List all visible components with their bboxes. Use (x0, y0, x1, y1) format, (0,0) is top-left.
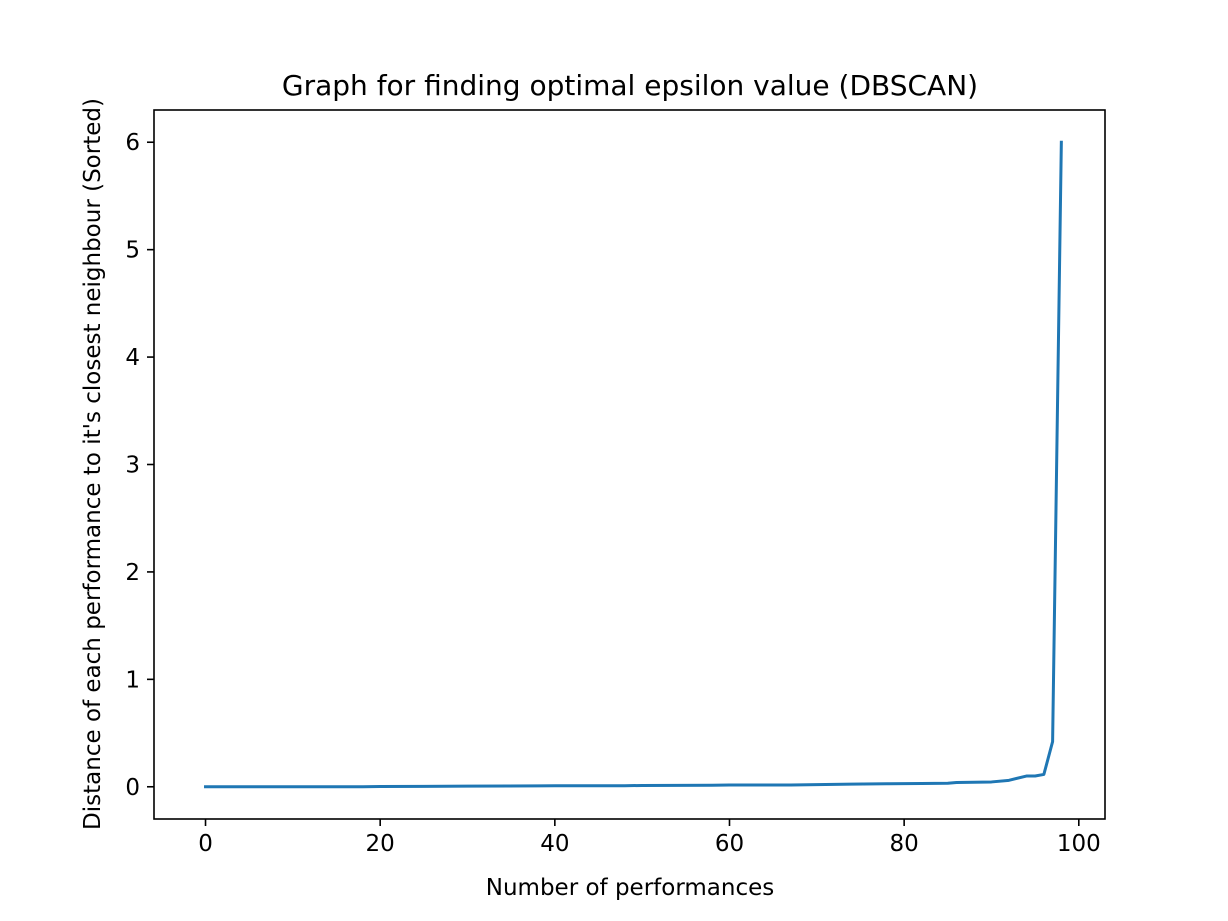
y-axis: 0 1 2 3 4 5 6 (125, 130, 154, 801)
x-tick-label: 0 (198, 831, 213, 857)
x-tick-label: 40 (540, 831, 569, 857)
y-tick-label: 5 (125, 238, 140, 264)
chart-title: Graph for finding optimal epsilon value … (282, 69, 978, 102)
y-tick-label: 3 (125, 453, 140, 479)
y-tick-label: 0 (125, 775, 140, 801)
y-tick-label: 1 (125, 667, 140, 693)
y-tick-label: 6 (125, 130, 140, 156)
x-axis-label: Number of performances (486, 875, 774, 901)
y-axis-label: Distance of each performance to it's clo… (80, 98, 106, 830)
x-tick-label: 20 (366, 831, 395, 857)
x-tick-label: 100 (1057, 831, 1101, 857)
x-tick-label: 60 (715, 831, 744, 857)
x-tick-label: 80 (890, 831, 919, 857)
y-tick-label: 4 (125, 345, 140, 371)
y-tick-label: 2 (125, 560, 140, 586)
series-line-1 (204, 140, 1063, 789)
x-axis: 0 20 40 60 80 100 (198, 819, 1101, 857)
